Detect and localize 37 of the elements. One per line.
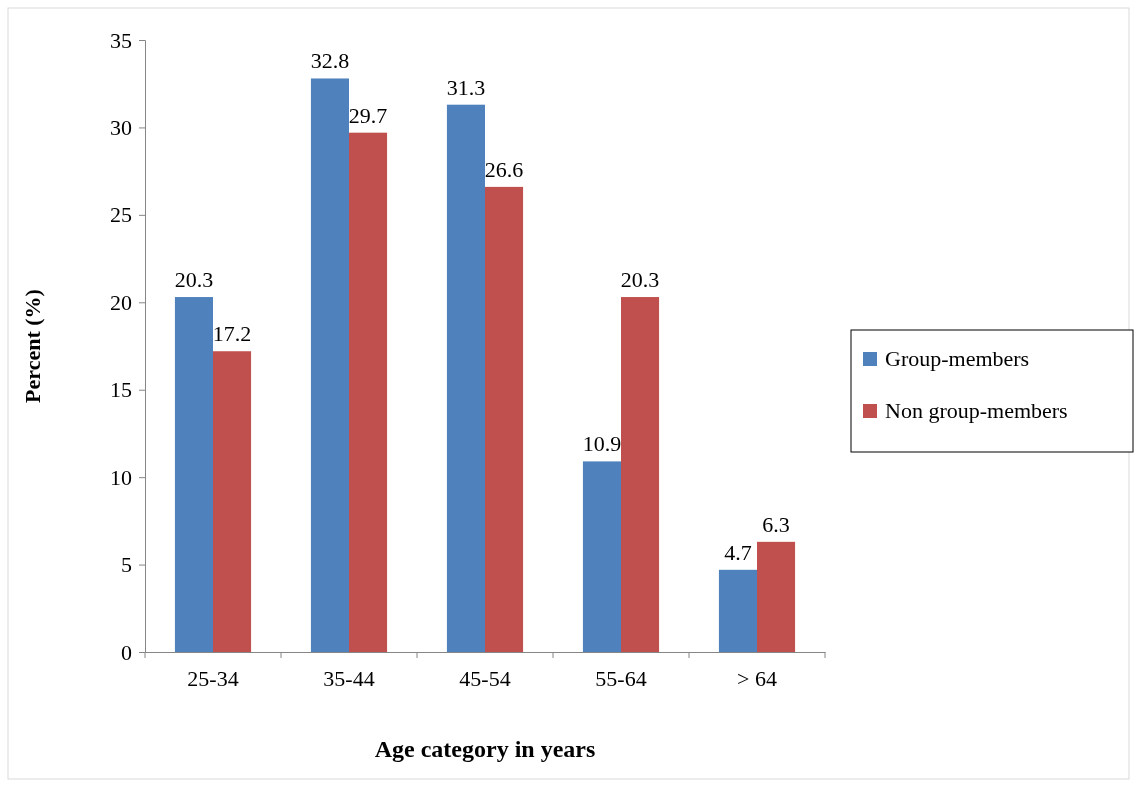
bar (718, 569, 757, 652)
bar (349, 132, 388, 652)
y-tick-label: 25 (110, 202, 132, 228)
x-tick-label: > 64 (737, 665, 777, 691)
y-tick-label: 20 (110, 289, 132, 315)
bar (582, 461, 621, 652)
x-tick-label: 25-34 (187, 665, 239, 691)
data-label: 4.7 (724, 539, 752, 565)
legend-label: Non group-members (885, 398, 1068, 423)
x-axis-title: Age category in years (374, 736, 596, 762)
y-tick-label: 10 (110, 464, 132, 490)
x-tick-label: 55-64 (595, 665, 647, 691)
x-tick-label: 35-44 (323, 665, 375, 691)
data-label: 6.3 (762, 511, 790, 537)
data-label: 32.8 (310, 48, 350, 74)
bar (485, 186, 524, 652)
data-label: 10.9 (582, 431, 622, 457)
bar (213, 351, 252, 652)
x-tick-label: 45-54 (459, 665, 511, 691)
y-tick-label: 15 (110, 377, 132, 403)
data-label: 20.3 (174, 267, 214, 293)
data-label: 26.6 (484, 156, 524, 182)
y-tick-label: 0 (121, 639, 132, 665)
bar (446, 104, 485, 652)
data-label: 31.3 (446, 74, 486, 100)
y-tick-label: 35 (110, 27, 132, 53)
y-tick-label: 5 (121, 552, 132, 578)
y-axis-title: Percent (%) (20, 289, 45, 403)
bar (174, 297, 213, 652)
bar (757, 541, 796, 652)
legend-label: Group-members (885, 346, 1030, 371)
y-tick-label: 30 (110, 114, 132, 140)
data-label: 20.3 (620, 267, 660, 293)
data-label: 17.2 (212, 321, 252, 347)
data-label: 29.7 (348, 102, 388, 128)
bar (310, 78, 349, 652)
bar (621, 297, 660, 652)
